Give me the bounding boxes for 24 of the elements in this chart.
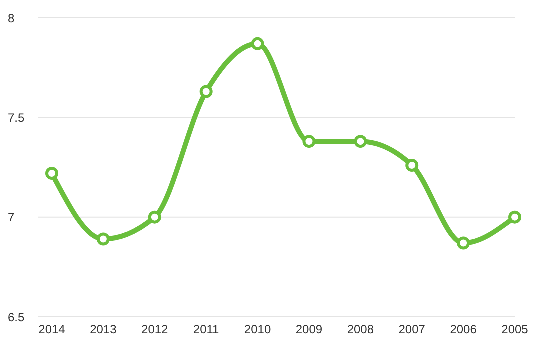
point bbox=[148, 210, 162, 224]
x-tick-label: 2007 bbox=[398, 322, 426, 337]
x-tick-label: 2014 bbox=[38, 322, 66, 337]
x-tick-label: 2006 bbox=[450, 322, 478, 337]
point bbox=[46, 166, 58, 180]
y-tick-label: 7 bbox=[8, 210, 15, 225]
x-tick-label: 2005 bbox=[502, 322, 529, 337]
x-tick-label: 2008 bbox=[347, 322, 374, 337]
x-tick-label: 2012 bbox=[142, 322, 169, 337]
point bbox=[354, 135, 368, 148]
point bbox=[200, 85, 213, 98]
point bbox=[406, 159, 419, 172]
point bbox=[508, 210, 522, 224]
y-tick-label: 7.5 bbox=[8, 110, 26, 125]
x-tick-label: 2009 bbox=[296, 322, 323, 337]
y-tick-label: 6.5 bbox=[8, 310, 26, 324]
y-tick-label: 8 bbox=[8, 11, 15, 26]
x-tick-label: 2010 bbox=[244, 322, 272, 337]
point bbox=[302, 135, 316, 148]
point bbox=[251, 37, 264, 50]
x-tick-label: 2013 bbox=[90, 322, 118, 337]
x-tick-label: 2011 bbox=[193, 322, 220, 337]
point bbox=[96, 232, 110, 246]
point bbox=[457, 236, 470, 250]
